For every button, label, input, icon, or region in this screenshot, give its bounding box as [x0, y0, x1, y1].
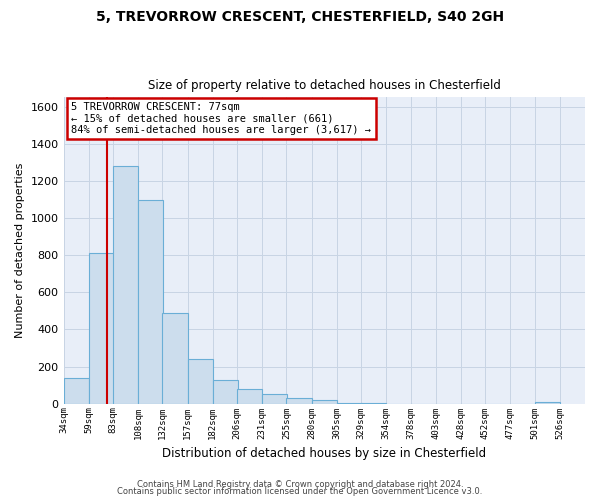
Bar — [535, 402, 560, 404]
Bar — [113, 166, 138, 404]
Bar — [163, 312, 188, 404]
Text: 5, TREVORROW CRESCENT, CHESTERFIELD, S40 2GH: 5, TREVORROW CRESCENT, CHESTERFIELD, S40… — [96, 10, 504, 24]
X-axis label: Distribution of detached houses by size in Chesterfield: Distribution of detached houses by size … — [162, 447, 487, 460]
Bar — [188, 359, 213, 404]
Text: Contains public sector information licensed under the Open Government Licence v3: Contains public sector information licen… — [118, 487, 482, 496]
Y-axis label: Number of detached properties: Number of detached properties — [15, 163, 25, 338]
Bar — [64, 378, 89, 404]
Bar — [89, 254, 114, 404]
Title: Size of property relative to detached houses in Chesterfield: Size of property relative to detached ho… — [148, 79, 501, 92]
Bar — [262, 394, 287, 404]
Bar — [286, 398, 311, 404]
Bar — [213, 380, 238, 404]
Bar — [337, 402, 362, 404]
Bar — [237, 389, 262, 404]
Bar — [361, 402, 386, 404]
Bar — [311, 400, 337, 404]
Text: 5 TREVORROW CRESCENT: 77sqm
← 15% of detached houses are smaller (661)
84% of se: 5 TREVORROW CRESCENT: 77sqm ← 15% of det… — [71, 102, 371, 135]
Bar — [138, 200, 163, 404]
Text: Contains HM Land Registry data © Crown copyright and database right 2024.: Contains HM Land Registry data © Crown c… — [137, 480, 463, 489]
